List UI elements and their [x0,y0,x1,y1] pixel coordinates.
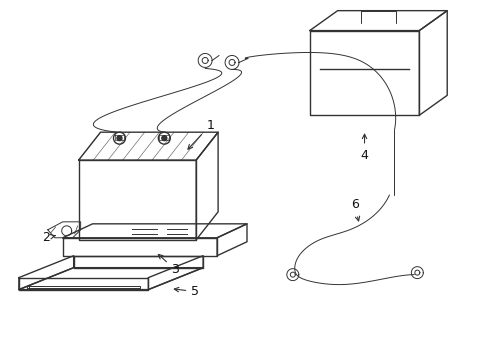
Text: 2: 2 [42,231,55,244]
Circle shape [162,136,166,141]
Circle shape [117,136,122,141]
Text: 1: 1 [187,119,214,149]
Text: 5: 5 [174,285,199,298]
Text: 6: 6 [350,198,359,221]
Text: 3: 3 [158,255,179,276]
Text: 4: 4 [360,134,368,162]
